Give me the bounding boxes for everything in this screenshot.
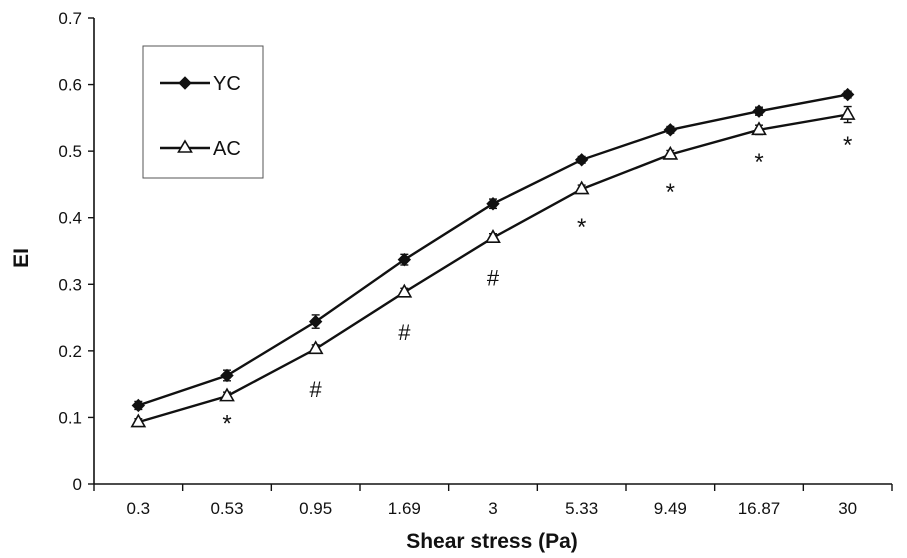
legend-box <box>142 45 264 179</box>
significance-hash: # <box>310 377 323 402</box>
significance-hash: # <box>487 266 500 291</box>
data-point-ac <box>573 180 590 195</box>
legend-label-ac: AC <box>213 138 241 160</box>
data-point-ac <box>307 340 324 355</box>
x-tick-label: 3 <box>488 499 497 518</box>
data-point-ac <box>396 283 413 298</box>
data-point-yc <box>663 123 678 137</box>
x-ticks: 0.3 0.53 0.95 1.69 3 5.33 9.49 16.87 30 <box>93 484 893 518</box>
data-point-yc <box>397 252 412 267</box>
significance-star: * <box>843 132 852 159</box>
data-point-yc <box>308 314 323 329</box>
legend: YC AC <box>142 45 264 179</box>
legend-label-yc: YC <box>213 73 241 95</box>
significance-star: * <box>754 149 763 176</box>
data-point-ac <box>485 229 501 243</box>
x-tick-label: 0.53 <box>210 499 243 518</box>
x-tick-label: 16.87 <box>738 499 781 518</box>
data-point-yc <box>840 87 855 102</box>
y-axis-title: EI <box>10 248 33 268</box>
y-tick-label: 0.7 <box>58 9 82 28</box>
data-point-yc <box>752 104 766 118</box>
legend-marker-ac <box>177 139 193 153</box>
y-tick-label: 0.4 <box>58 209 82 228</box>
axes <box>93 18 892 485</box>
y-tick-label: 0.1 <box>58 408 82 427</box>
significance-star: * <box>222 410 231 437</box>
y-tick-label: 0.6 <box>58 76 82 95</box>
significance-hash: # <box>398 320 411 345</box>
data-point-yc <box>131 398 146 413</box>
data-point-ac <box>219 387 235 402</box>
data-point-ac <box>130 413 147 428</box>
x-tick-label: 0.95 <box>299 499 332 518</box>
x-tick-label: 5.33 <box>565 499 598 518</box>
data-point-ac <box>662 145 679 160</box>
significance-star: * <box>577 214 586 241</box>
data-point-yc <box>486 197 500 211</box>
y-tick-label: 0 <box>73 475 82 494</box>
x-tick-label: 30 <box>838 499 857 518</box>
x-tick-label: 0.3 <box>127 499 151 518</box>
significance-star: * <box>666 179 675 206</box>
x-tick-label: 9.49 <box>654 499 687 518</box>
data-point-ac <box>751 121 767 136</box>
significance-annotations: * # # # * * * * <box>222 132 852 437</box>
y-tick-label: 0.5 <box>58 142 82 161</box>
data-point-yc <box>220 368 234 383</box>
x-axis-title: Shear stress (Pa) <box>406 530 578 553</box>
data-point-yc <box>574 153 589 167</box>
y-ticks: 0 0.1 0.2 0.3 0.4 0.5 0.6 0.7 <box>58 9 94 494</box>
legend-marker-yc <box>178 76 192 90</box>
x-tick-label: 1.69 <box>388 499 421 518</box>
y-tick-label: 0.3 <box>58 275 82 294</box>
data-points <box>130 87 856 428</box>
data-point-ac <box>839 105 856 120</box>
y-tick-label: 0.2 <box>58 342 82 361</box>
